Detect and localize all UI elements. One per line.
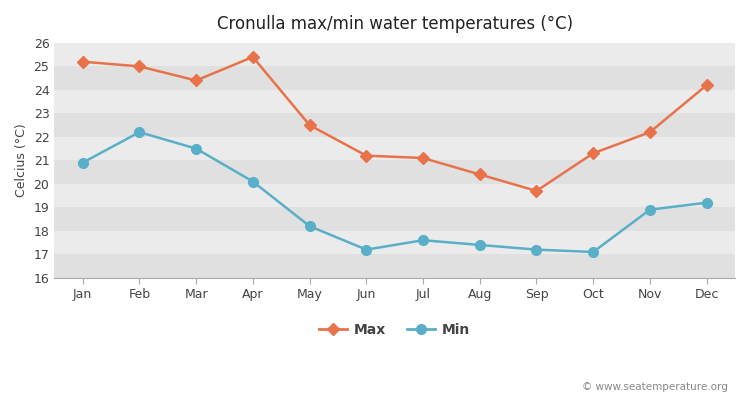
Min [702, 200, 711, 205]
Bar [54, 113, 735, 137]
Bar [54, 254, 735, 278]
Max [135, 64, 144, 69]
Max [419, 156, 428, 160]
Max [702, 83, 711, 88]
Min [532, 247, 541, 252]
Bar [54, 160, 735, 184]
Bar [54, 184, 735, 207]
Min [476, 242, 484, 247]
Min [248, 179, 257, 184]
Min [191, 146, 200, 151]
Bar [54, 90, 735, 113]
Max [305, 123, 314, 128]
Min [78, 160, 87, 165]
Max [191, 78, 200, 83]
Min [646, 207, 655, 212]
Bar [54, 137, 735, 160]
Min [362, 247, 370, 252]
Bar [54, 231, 735, 254]
Max [248, 54, 257, 59]
Max [589, 151, 598, 156]
Bar [54, 207, 735, 231]
Bar [54, 66, 735, 90]
Y-axis label: Celcius (°C): Celcius (°C) [15, 124, 28, 197]
Min [419, 238, 428, 243]
Min [305, 224, 314, 228]
Min [135, 130, 144, 134]
Title: Cronulla max/min water temperatures (°C): Cronulla max/min water temperatures (°C) [217, 15, 573, 33]
Line: Min: Min [78, 127, 712, 257]
Legend: Max, Min: Max, Min [314, 318, 476, 343]
Min [589, 250, 598, 254]
Max [646, 130, 655, 134]
Max [362, 153, 370, 158]
Line: Max: Max [79, 53, 711, 195]
Max [476, 172, 484, 177]
Text: © www.seatemperature.org: © www.seatemperature.org [582, 382, 728, 392]
Max [78, 59, 87, 64]
Bar [54, 43, 735, 66]
Max [532, 188, 541, 193]
